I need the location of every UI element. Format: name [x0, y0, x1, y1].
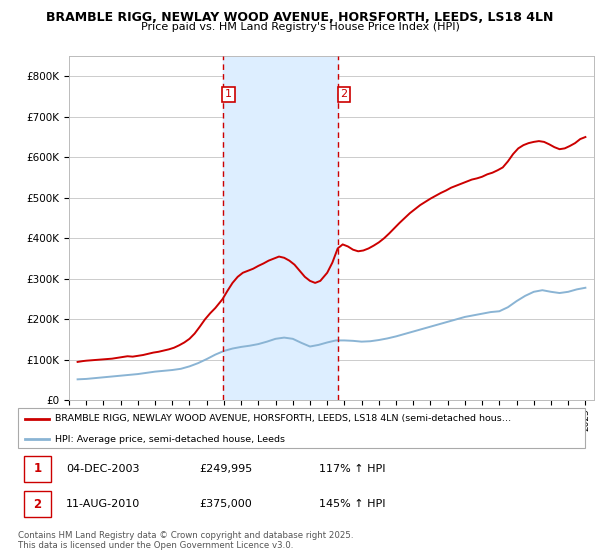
Text: BRAMBLE RIGG, NEWLAY WOOD AVENUE, HORSFORTH, LEEDS, LS18 4LN: BRAMBLE RIGG, NEWLAY WOOD AVENUE, HORSFO… [46, 11, 554, 24]
Text: 145% ↑ HPI: 145% ↑ HPI [319, 499, 385, 509]
Bar [23, 456, 51, 482]
Text: 1: 1 [33, 463, 41, 475]
Text: £249,995: £249,995 [199, 464, 253, 474]
Text: 11-AUG-2010: 11-AUG-2010 [66, 499, 140, 509]
Bar [23, 491, 51, 517]
Text: Price paid vs. HM Land Registry's House Price Index (HPI): Price paid vs. HM Land Registry's House … [140, 22, 460, 32]
Text: 2: 2 [33, 497, 41, 511]
Text: 04-DEC-2003: 04-DEC-2003 [66, 464, 140, 474]
Text: This data is licensed under the Open Government Licence v3.0.: This data is licensed under the Open Gov… [18, 541, 293, 550]
Text: £375,000: £375,000 [199, 499, 252, 509]
Text: 117% ↑ HPI: 117% ↑ HPI [319, 464, 385, 474]
Text: 2: 2 [340, 90, 347, 99]
Text: 1: 1 [225, 90, 232, 99]
Text: BRAMBLE RIGG, NEWLAY WOOD AVENUE, HORSFORTH, LEEDS, LS18 4LN (semi-detached hous: BRAMBLE RIGG, NEWLAY WOOD AVENUE, HORSFO… [55, 414, 511, 423]
Text: Contains HM Land Registry data © Crown copyright and database right 2025.: Contains HM Land Registry data © Crown c… [18, 531, 353, 540]
Bar [223, 56, 338, 400]
Text: HPI: Average price, semi-detached house, Leeds: HPI: Average price, semi-detached house,… [55, 435, 285, 444]
